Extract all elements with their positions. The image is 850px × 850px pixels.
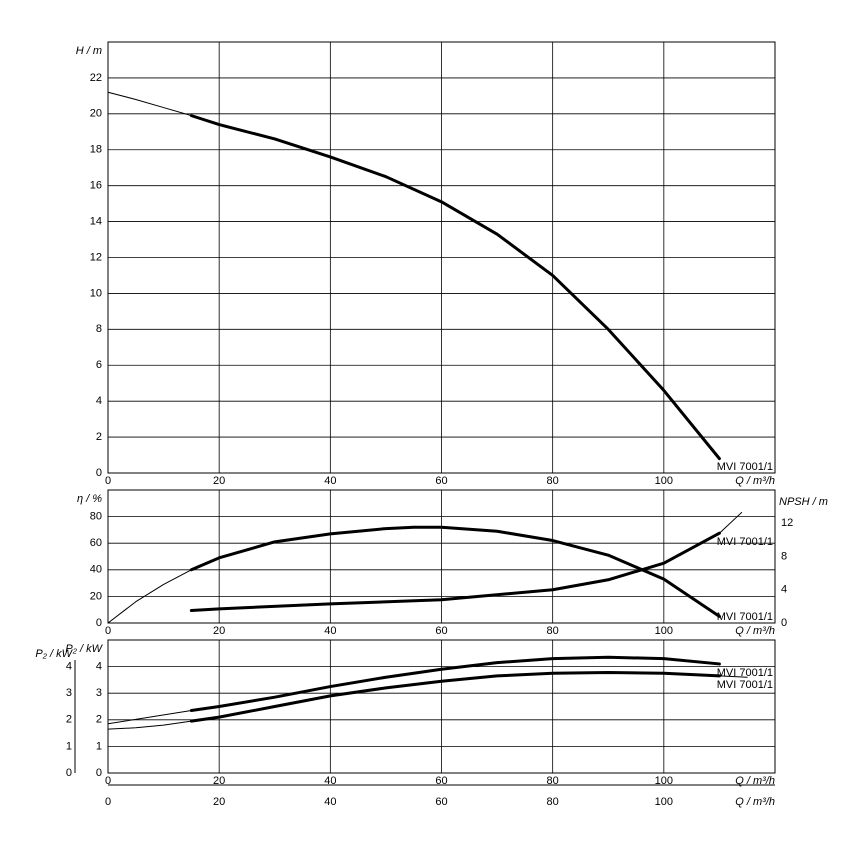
curve	[189, 655, 721, 712]
y2-tick-label: 4	[781, 584, 787, 596]
curve	[107, 709, 192, 725]
x-tick-label: 60	[435, 796, 447, 808]
x-tick-label: 80	[547, 775, 559, 787]
y-tick-label: 20	[90, 108, 102, 120]
y-tick-label: 4	[96, 661, 102, 673]
x-tick-label: 40	[324, 775, 336, 787]
x-tick-label: 100	[655, 775, 673, 787]
x-axis-label: Q / m³/h	[735, 775, 775, 787]
curve-label: MVI 7001/1	[717, 536, 773, 548]
x-tick-label: 20	[213, 625, 225, 637]
y-tick-label: 8	[96, 323, 102, 335]
x-tick-label: 60	[435, 625, 447, 637]
curve	[107, 720, 192, 730]
y-tick-label: 80	[90, 511, 102, 523]
y-axis-label: η / %	[77, 493, 102, 505]
curve-label: MVI 7001/1	[717, 461, 773, 473]
y2-tick-label: 12	[781, 517, 793, 529]
plot-border	[107, 41, 776, 474]
y-tick-label: 40	[90, 564, 102, 576]
y-tick-label: 2	[66, 714, 72, 726]
x-tick-label: 40	[324, 475, 336, 487]
x-tick-label: 40	[324, 796, 336, 808]
curve	[189, 670, 721, 723]
y-axis-label: P₂ / kW	[35, 648, 73, 660]
y-axis-label: P₂ / kW	[65, 643, 103, 655]
x-tick-label: 60	[435, 775, 447, 787]
y-tick-label: 4	[96, 395, 102, 407]
curve	[107, 569, 192, 624]
y-tick-label: 0	[96, 617, 102, 629]
curve	[189, 525, 721, 618]
curve-label: MVI 7001/1	[717, 611, 773, 623]
curve-label: MVI 7001/1	[717, 679, 773, 691]
y-tick-label: 1	[66, 740, 72, 752]
curve	[718, 511, 743, 534]
plot-border	[107, 639, 776, 774]
plot-border	[107, 489, 776, 624]
y-tick-label: 0	[66, 767, 72, 779]
y-tick-label: 2	[96, 431, 102, 443]
x-tick-label: 100	[655, 475, 673, 487]
curve	[189, 114, 721, 461]
curve	[107, 91, 192, 117]
y-tick-label: 18	[90, 144, 102, 156]
x-tick-label: 80	[547, 796, 559, 808]
y-tick-label: 3	[96, 687, 102, 699]
x-tick-label: 40	[324, 625, 336, 637]
curve	[718, 675, 748, 678]
x-tick-label: 0	[105, 796, 111, 808]
y2-tick-label: 0	[781, 617, 787, 629]
y-tick-label: 2	[96, 714, 102, 726]
curve-label: MVI 7001/1	[717, 667, 773, 679]
y-tick-label: 20	[90, 590, 102, 602]
x-tick-label: 0	[105, 475, 111, 487]
y2-tick-label: 8	[781, 550, 787, 562]
y-tick-label: 10	[90, 287, 102, 299]
x-tick-label: 100	[655, 625, 673, 637]
x-tick-label: 0	[105, 775, 111, 787]
y-tick-label: 0	[96, 767, 102, 779]
y-tick-label: 0	[96, 467, 102, 479]
y-tick-label: 14	[90, 215, 102, 227]
x-tick-label: 100	[655, 796, 673, 808]
x-tick-label: 20	[213, 775, 225, 787]
y2-axis-label: NPSH / m	[779, 496, 828, 508]
x-tick-label: 0	[105, 625, 111, 637]
x-axis-label: Q / m³/h	[735, 796, 775, 808]
x-tick-label: 80	[547, 625, 559, 637]
y-tick-label: 1	[96, 740, 102, 752]
y-tick-label: 3	[66, 687, 72, 699]
y-tick-label: 22	[90, 72, 102, 84]
y-tick-label: 60	[90, 537, 102, 549]
x-tick-label: 20	[213, 796, 225, 808]
y-tick-label: 6	[96, 359, 102, 371]
x-tick-label: 80	[547, 475, 559, 487]
y-tick-label: 16	[90, 180, 102, 192]
y-axis-label: H / m	[76, 45, 102, 57]
curve	[189, 531, 721, 613]
x-axis-label: Q / m³/h	[735, 475, 775, 487]
x-tick-label: 60	[435, 475, 447, 487]
x-tick-label: 20	[213, 475, 225, 487]
x-axis-label: Q / m³/h	[735, 625, 775, 637]
y-tick-label: 12	[90, 251, 102, 263]
y-tick-label: 4	[66, 661, 72, 673]
